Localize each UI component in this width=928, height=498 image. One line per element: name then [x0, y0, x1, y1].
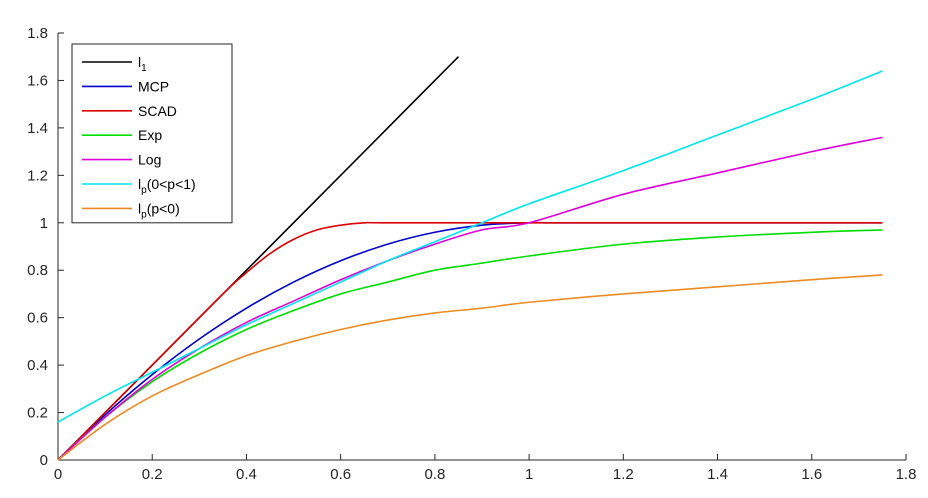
y-tick-label: 0: [40, 452, 48, 469]
legend-label-1: MCP: [138, 78, 169, 94]
legend-label-5: lp(0<p<1): [138, 176, 196, 196]
legend-label-3: Exp: [138, 127, 162, 143]
x-tick-label: 0.6: [330, 466, 351, 483]
y-tick-label: 1.4: [27, 120, 48, 137]
x-tick-label: 1: [525, 466, 533, 483]
x-tick-label: 0.2: [142, 466, 163, 483]
x-tick-label: 1.4: [707, 466, 728, 483]
series-line-3: [57, 229, 883, 461]
legend-label-2: SCAD: [138, 103, 177, 119]
legend-label-0: l1: [138, 54, 147, 74]
x-tick-label: 0.8: [424, 466, 445, 483]
y-tick-label: 1.8: [27, 25, 48, 42]
series-line-5: [57, 70, 883, 423]
y-tick-label: 0.4: [27, 357, 48, 374]
legend-label-6: lp(p<0): [138, 200, 180, 220]
x-tick-label: 1.6: [801, 466, 822, 483]
x-tick-label: 1.2: [613, 466, 634, 483]
y-tick-label: 1: [40, 215, 48, 232]
legend: l1 MCP SCAD Exp Log lp(0<p<1) lp(p<0): [71, 43, 233, 224]
legend-label-4: Log: [138, 152, 161, 168]
y-tick-label: 0.6: [27, 310, 48, 327]
series-line-2: [57, 221, 883, 461]
y-tick-label: 1.2: [27, 167, 48, 184]
series-lines: [57, 56, 883, 461]
axes: 0 0.2 0.4 0.6 0.8 1 1.2 1.4 1.6 1.8 0 0.2 0.4 0.6 0.8 1…: [27, 25, 916, 483]
x-tick-label: 0: [54, 466, 62, 483]
y-tick-label: 0.8: [27, 262, 48, 279]
x-tick-label: 1.8: [896, 466, 917, 483]
y-tick-label: 1.6: [27, 72, 48, 89]
y-tick-label: 0.2: [27, 405, 48, 422]
legend-box: [71, 43, 233, 224]
series-line-6: [57, 274, 883, 461]
x-tick-label: 0.4: [236, 466, 257, 483]
